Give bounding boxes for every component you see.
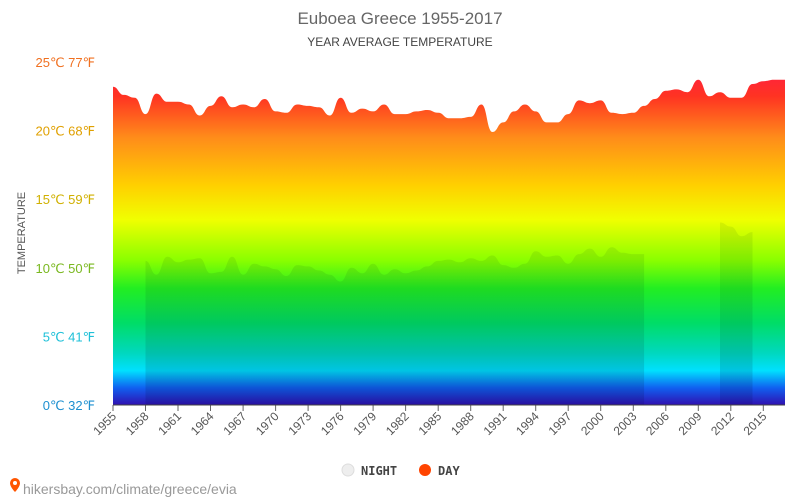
x-tick-label: 2012 — [708, 409, 737, 438]
x-tick-label: 1997 — [546, 409, 575, 438]
x-tick-label: 1970 — [253, 409, 282, 438]
x-tick-label: 1994 — [513, 409, 542, 438]
x-tick-label: 1976 — [318, 409, 347, 438]
y-tick-label: 20℃ 68℉ — [35, 124, 95, 139]
x-tick-label: 1985 — [416, 409, 445, 438]
series-layer — [113, 79, 785, 406]
x-tick-label: 1973 — [285, 409, 314, 438]
legend-night-marker[interactable] — [341, 463, 355, 477]
chart-subtitle: YEAR AVERAGE TEMPERATURE — [307, 35, 492, 49]
y-tick-label: 25℃ 77℉ — [35, 55, 95, 70]
x-tick-label: 2000 — [578, 409, 607, 438]
x-tick-label: 1982 — [383, 409, 412, 438]
x-tick-label: 2003 — [611, 409, 640, 438]
x-tick-label: 1964 — [188, 409, 217, 438]
x-tick-label: 2015 — [741, 409, 770, 438]
chart-title: Euboea Greece 1955-2017 — [297, 9, 502, 28]
x-tick-label: 1961 — [155, 409, 184, 438]
x-tick-label: 1991 — [481, 409, 510, 438]
y-tick-label: 5℃ 41℉ — [43, 329, 95, 344]
x-tick-labels: 1955 1958 1961 1964 1967 1970 1973 1976 1979 1982… — [90, 405, 770, 438]
x-tick-label: 1958 — [123, 409, 152, 438]
source-credit[interactable]: hikersbay.com/climate/greece/evia — [10, 478, 237, 497]
x-tick-label: 1988 — [448, 409, 477, 438]
source-link[interactable]: hikersbay.com/climate/greece/evia — [23, 481, 237, 497]
legend-day-label[interactable]: DAY — [438, 464, 460, 478]
y-tick-label: 10℃ 50℉ — [35, 261, 95, 276]
location-pin-dot-icon — [13, 481, 17, 485]
legend-night-label[interactable]: NIGHT — [361, 464, 397, 478]
legend: NIGHT DAY — [341, 463, 460, 478]
x-tick-label: 1967 — [220, 409, 249, 438]
y-tick-labels: 0℃ 32℉ 5℃ 41℉ 10℃ 50℉ 15℃ 59℉ 20℃ 68℉ 25℃ 77℉ — [35, 55, 95, 413]
y-tick-label: 15℃ 59℉ — [35, 192, 95, 207]
y-tick-label: 0℃ 32℉ — [43, 398, 95, 413]
x-tick-label: 2009 — [676, 409, 705, 438]
legend-day-marker[interactable] — [419, 464, 431, 476]
x-tick-label: 1955 — [90, 409, 119, 438]
x-tick-label: 2006 — [643, 409, 672, 438]
night-series-shade — [720, 222, 753, 405]
night-series-shade — [145, 247, 645, 405]
x-tick-label: 1979 — [350, 409, 379, 438]
y-axis-label: TEMPERATURE — [16, 192, 28, 274]
